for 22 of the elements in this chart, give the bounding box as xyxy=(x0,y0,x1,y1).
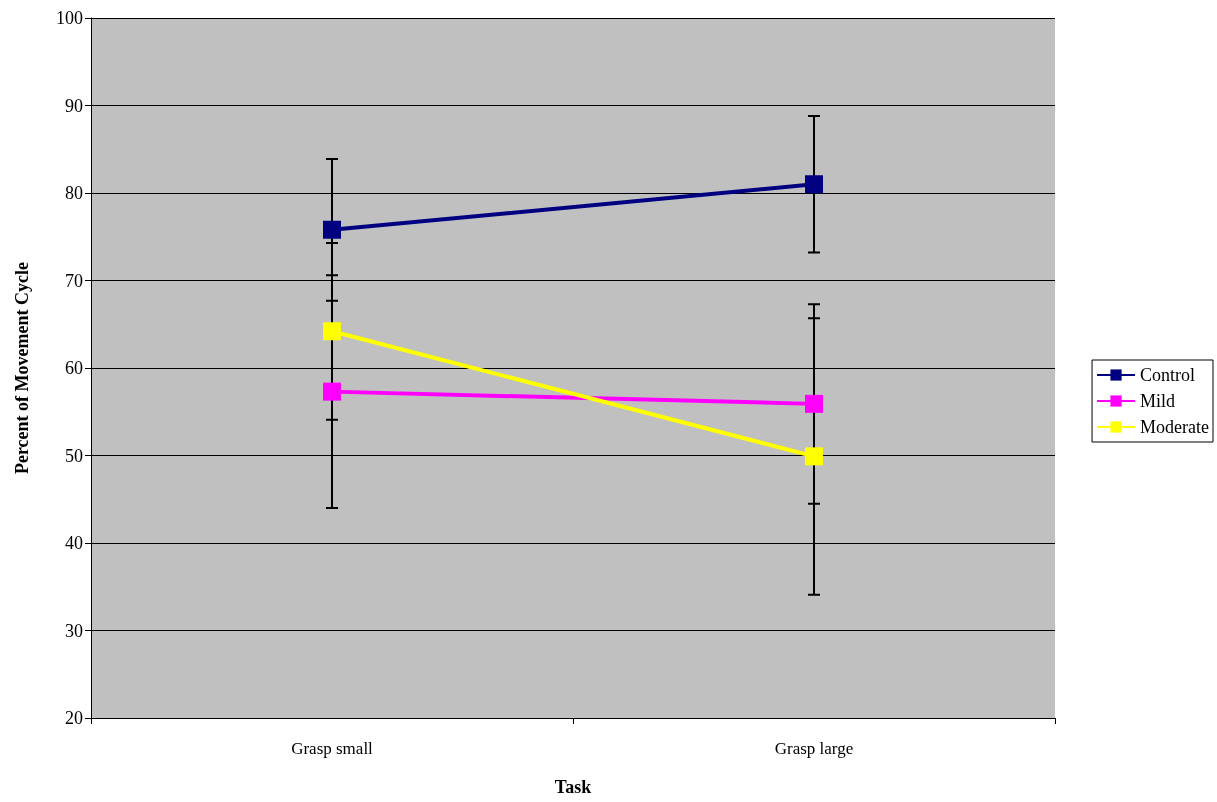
y-tick-label: 100 xyxy=(56,8,83,28)
y-tick-label: 50 xyxy=(65,445,83,466)
x-axis-title: Task xyxy=(554,777,592,797)
x-tick-label: Grasp large xyxy=(774,739,854,758)
point xyxy=(805,175,823,194)
legend-label: Control xyxy=(1140,365,1196,385)
y-tick-label: 30 xyxy=(65,620,83,641)
x-tick-label: Grasp small xyxy=(291,739,374,758)
y-tick-label: 80 xyxy=(65,183,83,203)
point xyxy=(323,220,341,239)
point xyxy=(323,382,341,401)
y-axis-title: Percent of Movement Cycle xyxy=(12,261,32,475)
y-tick-label: 90 xyxy=(65,95,83,116)
point xyxy=(323,322,341,341)
legend-label: Mild xyxy=(1140,391,1176,411)
y-tick-label: 20 xyxy=(65,708,83,728)
y-tick-label: 60 xyxy=(65,358,83,378)
point xyxy=(805,394,823,413)
y-tick-label: 70 xyxy=(65,270,83,291)
point xyxy=(805,447,823,466)
y-tick-label: 40 xyxy=(65,533,83,553)
legend-label: Moderate xyxy=(1140,417,1210,437)
